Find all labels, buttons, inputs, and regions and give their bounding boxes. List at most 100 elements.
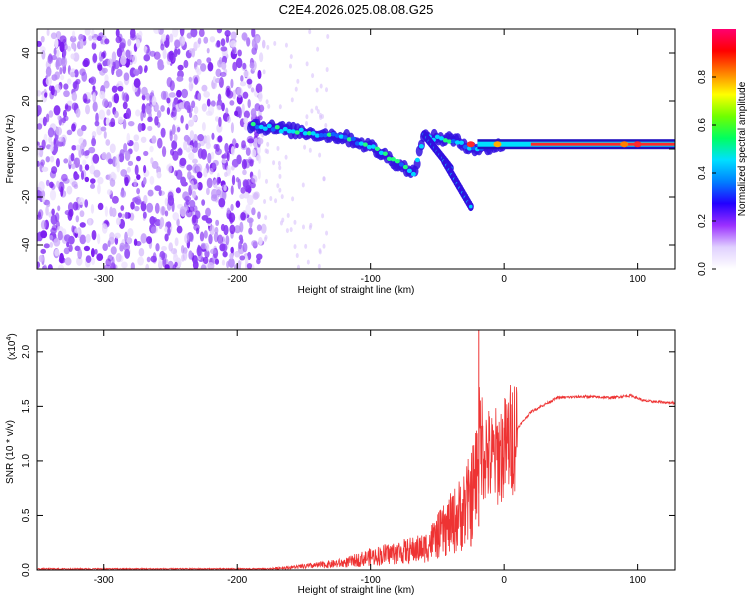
noise-speckle [228, 257, 235, 268]
noise-speckle [218, 116, 222, 128]
noise-speckle [209, 224, 215, 236]
noise-speckle [44, 92, 48, 98]
noise-speckle [296, 264, 300, 269]
noise-speckle [192, 158, 198, 164]
noise-speckle [238, 240, 242, 250]
noise-speckle [225, 107, 229, 115]
noise-speckle [160, 33, 167, 42]
noise-speckle [154, 185, 162, 192]
noise-speckle [193, 77, 199, 85]
noise-speckle [140, 136, 147, 143]
noise-speckle [53, 47, 57, 56]
signal-core [258, 124, 264, 130]
noise-speckle [41, 139, 46, 150]
noise-speckle [223, 224, 229, 236]
noise-speckle [174, 170, 178, 177]
noise-speckle [169, 130, 173, 142]
noise-speckle [79, 210, 85, 218]
snr-multiplier-close: ) [7, 333, 18, 336]
noise-speckle [45, 205, 49, 216]
signal-core [454, 140, 460, 145]
noise-speckle [159, 205, 166, 216]
noise-speckle [41, 166, 49, 172]
noise-speckle [206, 177, 213, 189]
noise-speckle [188, 119, 195, 127]
noise-speckle [212, 76, 217, 83]
noise-speckle [226, 164, 232, 175]
noise-speckle [258, 104, 265, 113]
spectrogram-frame [36, 28, 676, 270]
noise-speckle [114, 232, 121, 239]
noise-speckle [200, 63, 207, 72]
noise-speckle [82, 59, 89, 68]
noise-speckle [160, 105, 165, 112]
noise-speckle [98, 109, 106, 120]
noise-speckle [147, 125, 153, 132]
noise-speckle [180, 244, 185, 254]
noise-speckle [137, 123, 143, 133]
noise-speckle [137, 256, 144, 266]
noise-speckle [55, 157, 60, 168]
noise-speckle [143, 165, 147, 174]
noise-speckle [230, 146, 235, 156]
snr-ylabel: SNR (10 * v/v) [5, 420, 16, 484]
signal-core [346, 137, 352, 142]
snr-marks [37, 330, 675, 570]
noise-speckle [109, 177, 116, 188]
noise-speckle [43, 243, 50, 249]
noise-speckle [135, 38, 141, 49]
noise-speckle [305, 61, 309, 67]
noise-speckle [210, 151, 215, 160]
tone-hotspot [466, 141, 475, 148]
noise-speckle [161, 245, 167, 252]
noise-speckle [234, 225, 241, 234]
noise-speckle [76, 157, 81, 164]
noise-speckle [242, 62, 247, 70]
noise-speckle [230, 185, 234, 195]
noise-speckle [188, 152, 195, 161]
noise-speckle [37, 232, 41, 242]
noise-speckle [256, 253, 263, 261]
noise-speckle [111, 195, 119, 204]
noise-speckle [115, 154, 120, 164]
noise-speckle [224, 171, 228, 178]
noise-speckle [37, 40, 42, 47]
snr-axes: -300 -200 -100 0 100 0.0 0.5 1.0 1.5 2.0 [21, 330, 675, 586]
noise-speckle [243, 110, 250, 119]
signal-core [302, 131, 308, 136]
noise-speckle [238, 234, 243, 241]
noise-speckle [166, 221, 172, 229]
noise-speckle [172, 150, 179, 161]
noise-speckle [251, 29, 256, 38]
noise-speckle [134, 198, 142, 206]
noise-speckle [141, 86, 148, 96]
noise-speckle [187, 144, 194, 151]
noise-speckle [37, 123, 43, 130]
spectrogram-ytick-label: -20 [21, 189, 32, 204]
noise-speckle [88, 35, 93, 42]
noise-speckle [126, 132, 131, 144]
noise-speckle [202, 256, 209, 265]
noise-speckle [64, 257, 72, 266]
noise-speckle [85, 104, 91, 115]
noise-speckle [41, 196, 46, 203]
noise-speckle [209, 167, 214, 175]
noise-speckle [191, 190, 197, 199]
noise-speckle [85, 233, 91, 244]
noise-speckle [50, 32, 57, 40]
noise-speckle [115, 217, 121, 226]
noise-speckle [63, 158, 69, 164]
noise-speckle [246, 262, 253, 269]
noise-speckle [47, 127, 55, 138]
noise-speckle [69, 35, 77, 43]
noise-speckle [111, 256, 115, 267]
signal-core [410, 171, 416, 177]
noise-speckle [79, 164, 83, 172]
signal-core [310, 131, 316, 136]
noise-speckle [247, 158, 255, 164]
colorbar-tick-label: 0.4 [697, 166, 708, 180]
noise-speckle [189, 130, 195, 140]
noise-speckle [179, 157, 187, 167]
noise-speckle [241, 158, 247, 170]
